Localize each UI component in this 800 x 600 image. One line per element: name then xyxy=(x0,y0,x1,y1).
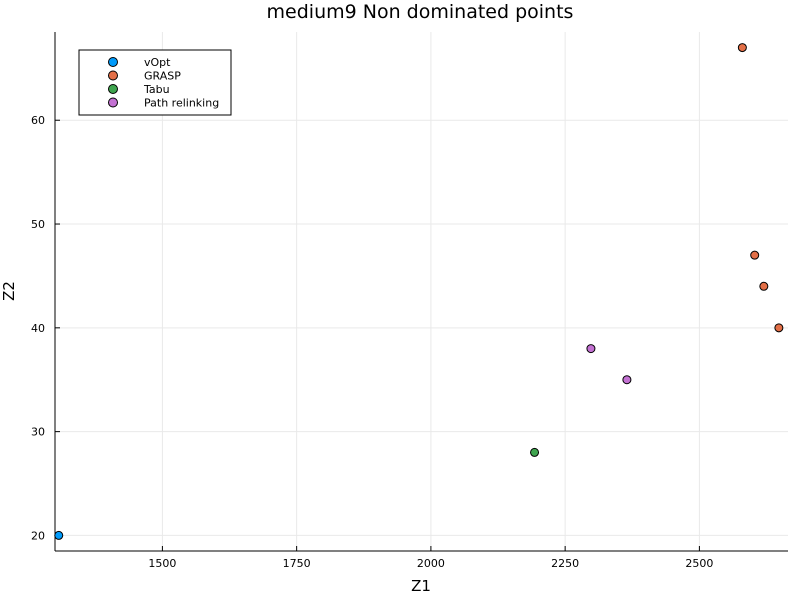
point-path-relinking xyxy=(586,344,596,354)
point-path-relinking xyxy=(622,375,632,385)
x-tick-label: 2500 xyxy=(685,557,713,570)
data-points xyxy=(54,43,784,540)
legend-marker-vopt xyxy=(108,57,118,67)
y-tick-label: 50 xyxy=(31,218,45,231)
x-axis-label: Z1 xyxy=(411,577,431,595)
point-grasp xyxy=(737,43,747,53)
point-vopt xyxy=(54,530,64,540)
point-grasp xyxy=(774,323,784,333)
axes xyxy=(54,32,788,552)
x-tick-label: 1500 xyxy=(148,557,176,570)
point-tabu xyxy=(530,447,540,457)
x-tick-labels: 1500 1750 2000 2250 2500 xyxy=(148,546,713,570)
x-tick-label: 2250 xyxy=(551,557,579,570)
x-tick-label: 2000 xyxy=(417,557,445,570)
y-tick-label: 60 xyxy=(31,114,45,127)
x-tick-label: 1750 xyxy=(283,557,311,570)
y-tick-label: 20 xyxy=(31,529,45,542)
y-tick-label: 40 xyxy=(31,322,45,335)
y-tick-labels: 20 30 40 50 60 xyxy=(31,114,60,542)
legend-label-tabu: Tabu xyxy=(143,83,170,96)
legend-label-path-relinking: Path relinking xyxy=(144,97,219,110)
legend-marker-grasp xyxy=(108,70,118,81)
legend-marker-tabu xyxy=(108,84,118,94)
grid-lines xyxy=(55,32,788,551)
legend-box xyxy=(78,49,232,116)
y-tick-label: 30 xyxy=(31,426,45,439)
y-axis-label: Z2 xyxy=(0,281,18,301)
legend-marker-path-relinking xyxy=(108,97,118,108)
chart-title: medium9 Non dominated points xyxy=(267,1,574,23)
legend-label-grasp: GRASP xyxy=(144,70,181,83)
point-grasp xyxy=(759,281,769,291)
legend-label-vopt: vOpt xyxy=(144,56,171,69)
point-grasp xyxy=(750,250,760,260)
